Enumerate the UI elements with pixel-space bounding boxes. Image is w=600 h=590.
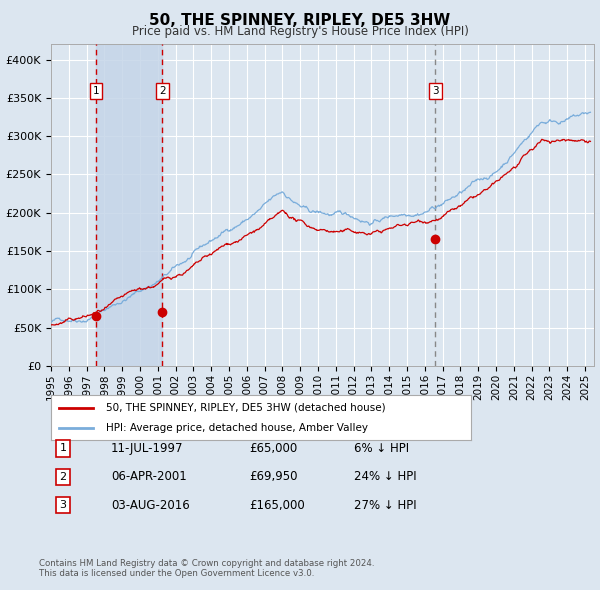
Text: 2: 2 (159, 86, 166, 96)
Text: 50, THE SPINNEY, RIPLEY, DE5 3HW (detached house): 50, THE SPINNEY, RIPLEY, DE5 3HW (detach… (106, 403, 385, 412)
Text: 3: 3 (432, 86, 439, 96)
Text: £69,950: £69,950 (249, 470, 298, 483)
Text: £65,000: £65,000 (249, 442, 297, 455)
Text: 11-JUL-1997: 11-JUL-1997 (111, 442, 184, 455)
Text: Contains HM Land Registry data © Crown copyright and database right 2024.: Contains HM Land Registry data © Crown c… (39, 559, 374, 568)
Text: 24% ↓ HPI: 24% ↓ HPI (354, 470, 416, 483)
Bar (96, 44, 163, 366)
Text: This data is licensed under the Open Government Licence v3.0.: This data is licensed under the Open Gov… (39, 569, 314, 578)
Text: 06-APR-2001: 06-APR-2001 (111, 470, 187, 483)
Text: HPI: Average price, detached house, Amber Valley: HPI: Average price, detached house, Ambe… (106, 424, 368, 434)
Text: 3: 3 (59, 500, 67, 510)
Text: 50, THE SPINNEY, RIPLEY, DE5 3HW: 50, THE SPINNEY, RIPLEY, DE5 3HW (149, 13, 451, 28)
Text: 1: 1 (93, 86, 100, 96)
Text: 6% ↓ HPI: 6% ↓ HPI (354, 442, 409, 455)
Text: 2: 2 (59, 472, 67, 481)
Text: £165,000: £165,000 (249, 499, 305, 512)
Text: 27% ↓ HPI: 27% ↓ HPI (354, 499, 416, 512)
Text: 03-AUG-2016: 03-AUG-2016 (111, 499, 190, 512)
Text: 1: 1 (59, 444, 67, 453)
Text: Price paid vs. HM Land Registry's House Price Index (HPI): Price paid vs. HM Land Registry's House … (131, 25, 469, 38)
